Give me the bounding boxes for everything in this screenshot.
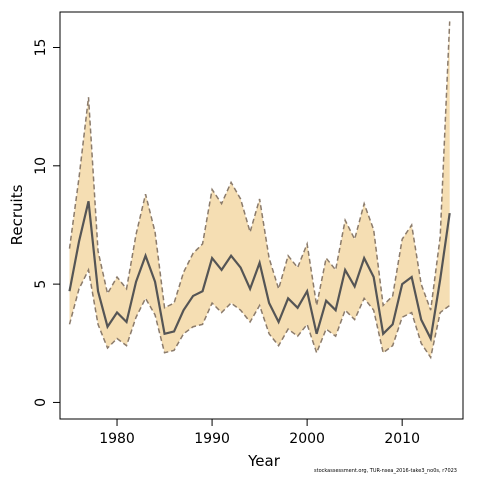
plot-area <box>68 21 451 360</box>
y-tick-label-0: 0 <box>33 398 49 407</box>
footer-credit: stockassessment.org, TUR-nsea_2016-take3… <box>314 468 457 474</box>
y-tick-label-5: 5 <box>33 280 49 289</box>
x-tick-label-1980: 1980 <box>99 431 135 447</box>
y-tick-label-15: 15 <box>33 39 49 57</box>
x-axis-title: Year <box>247 452 281 470</box>
y-axis: 0 5 10 15 <box>33 39 61 407</box>
recruits-estimate-line <box>68 201 451 343</box>
x-tick-label-2010: 2010 <box>384 431 420 447</box>
lower-bound-line <box>68 267 451 360</box>
x-tick-label-1990: 1990 <box>194 431 230 447</box>
y-tick-label-10: 10 <box>33 157 49 175</box>
y-axis-title: Recruits <box>8 184 26 245</box>
upper-bound-line <box>68 21 451 311</box>
x-axis: 1980 1990 2000 2010 <box>99 418 420 447</box>
confidence-band <box>69 21 450 358</box>
x-tick-label-2000: 2000 <box>289 431 325 447</box>
